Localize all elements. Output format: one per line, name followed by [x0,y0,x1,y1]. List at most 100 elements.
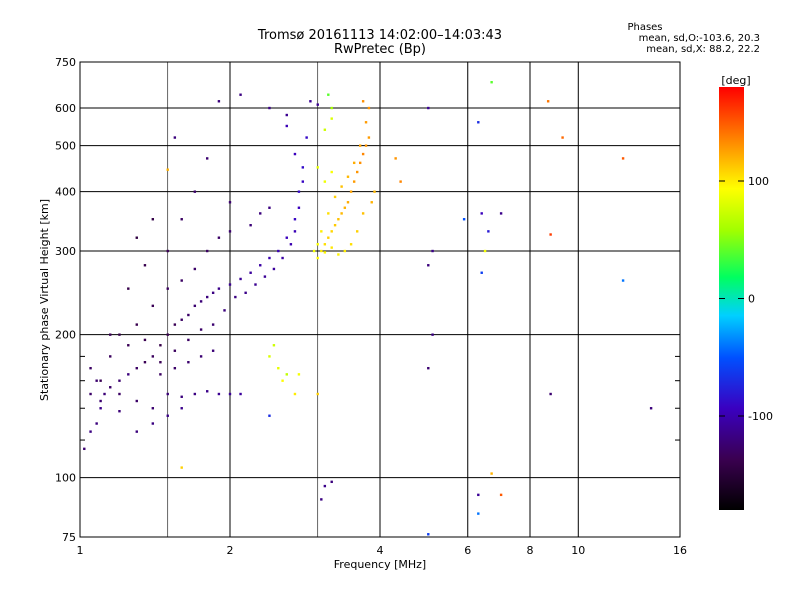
data-point [159,344,162,347]
data-point [118,379,121,382]
data-point [431,333,434,336]
data-point [483,249,487,253]
x-tick-label: 1 [77,544,84,557]
data-point [180,218,183,221]
data-point [268,414,271,417]
data-point [323,251,327,254]
data-point [349,190,353,193]
data-point [323,243,327,246]
data-point [293,152,297,156]
y-axis-label: Stationary phase Virtual Height [km] [38,199,51,401]
data-point [187,313,190,317]
y-tick-label: 500 [55,140,76,153]
data-point [309,100,312,103]
data-point [352,180,356,183]
y-tick-label: 200 [55,329,76,342]
data-point [349,243,353,246]
data-point [477,121,480,124]
data-point [268,355,271,358]
data-point [361,152,365,156]
data-point [151,355,155,358]
data-point [490,81,493,84]
data-point [187,361,190,364]
data-point [211,349,215,352]
data-point [549,233,552,236]
data-point [281,379,284,382]
data-point [337,253,340,256]
data-point [244,291,247,295]
data-point [199,300,203,303]
data-point [549,392,552,396]
data-point [373,190,376,193]
data-point [427,106,430,110]
data-point [352,161,356,165]
data-point [330,106,333,110]
y-tick-label: 400 [55,186,76,199]
x-tick-label: 2 [227,544,234,557]
data-point [205,157,209,160]
data-point [118,410,121,413]
data-point [480,212,483,215]
data-point [320,498,323,501]
data-point [621,279,625,282]
data-point [293,230,297,233]
x-tick-label: 4 [377,544,384,557]
data-point [217,236,221,239]
data-point [370,201,373,204]
data-point [135,399,138,403]
data-point [399,180,402,183]
data-point [89,430,92,433]
data-point [316,392,319,396]
y-tick-label: 750 [55,56,76,69]
data-point [301,180,305,183]
y-axis-ticks: 75 100 200 300 400 500 600 750 [55,56,680,544]
y-tick-label: 600 [55,102,76,115]
data-point [211,291,215,295]
data-point [427,533,430,536]
data-point [289,243,293,246]
data-point [135,366,138,370]
data-point [211,323,215,326]
data-point [316,103,319,106]
data-point [330,117,333,120]
data-point [166,287,169,290]
data-point [333,195,337,199]
data-point [477,512,480,515]
data-point [95,379,98,382]
data-point [143,264,147,267]
data-point [205,295,209,299]
data-point [135,236,138,239]
x-axis-label: Frequency [MHz] [334,558,426,571]
data-point [83,447,86,451]
data-point [109,333,112,336]
data-point [355,230,359,233]
data-point [394,157,397,160]
data-point [205,249,209,253]
colorbar-ticks: -100 0 100 [719,175,773,423]
data-point [166,392,169,396]
data-point [320,249,323,253]
data-point [223,309,226,312]
data-point [249,224,252,227]
data-point [343,206,347,209]
data-point [327,93,330,96]
data-point [205,390,209,393]
data-point [337,218,340,221]
chart-subtitle: RwPretec (Bp) [333,42,427,57]
x-tick-label: 8 [527,544,534,557]
data-point [159,373,162,376]
data-point [285,113,288,117]
data-point [272,267,276,271]
data-point [118,392,121,396]
data-point [293,392,297,396]
data-point [143,361,147,364]
data-point [364,121,368,124]
data-point [228,230,232,233]
data-point [193,304,197,308]
data-point [199,328,203,331]
colorbar-tick-label: 0 [748,293,755,306]
data-point [234,295,237,299]
data-point [367,106,371,110]
data-point [499,212,503,215]
data-point [193,392,197,396]
